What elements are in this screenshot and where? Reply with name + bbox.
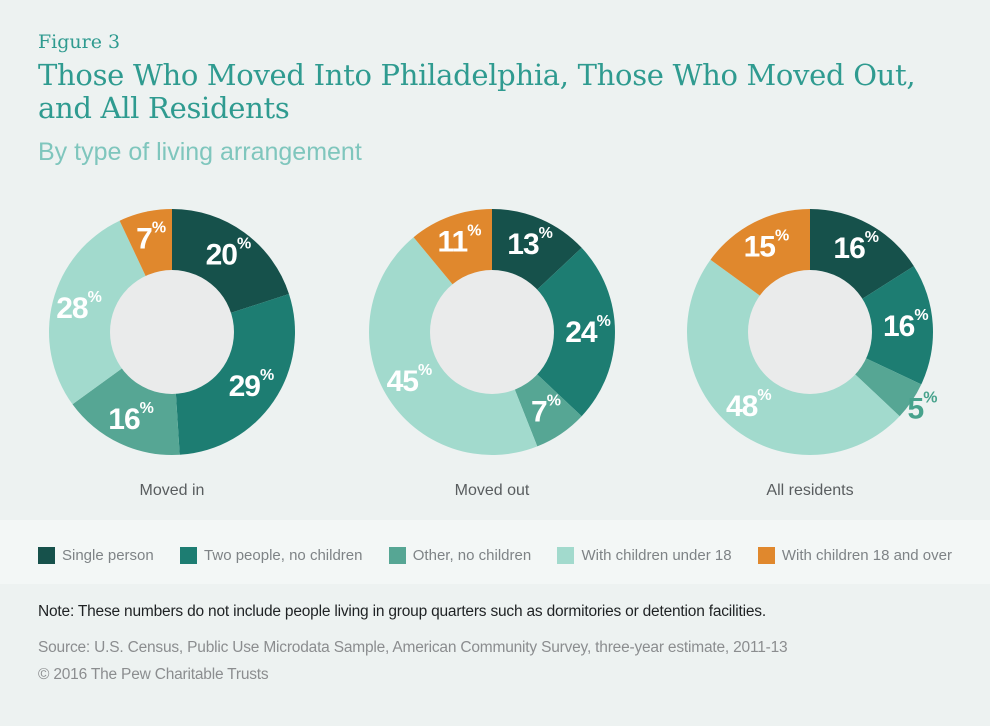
chart-caption-moved-out: Moved out	[454, 482, 530, 499]
figure-note: Note: These numbers do not include peopl…	[38, 603, 766, 620]
donut-percent-label: 5%	[908, 389, 938, 425]
donut-percent-label: 7%	[136, 219, 166, 255]
donut-svg: 16% 16% 5% 48% 15%	[686, 209, 938, 456]
donut-chart-all-residents: 16% 16% 5% 48% 15% All residents	[660, 182, 960, 499]
chart-caption-all-residents: All residents	[766, 482, 854, 499]
donut-moved-in-svg-host: 20% 29% 16% 28% 7%	[22, 182, 322, 482]
donut-percent-label: 15%	[744, 227, 790, 263]
donut-percent-label: 20%	[206, 235, 252, 271]
legend-label-two-people-no-children: Two people, no children	[204, 547, 363, 564]
donut-percent-label: 28%	[56, 289, 102, 325]
legend-label-other-no-children: Other, no children	[412, 547, 532, 564]
donut-percent-label: 16%	[833, 228, 879, 264]
legend-swatch-other-no-children	[388, 547, 406, 564]
donut-chart-moved-out: 13% 24% 7% 45% 11% Moved out	[342, 182, 642, 499]
donut-all-residents-svg-host: 16% 16% 5% 48% 15%	[660, 182, 960, 482]
legend-item-two-people-no-children: Two people, no children	[180, 547, 362, 564]
donut-percent-label: 16%	[883, 307, 929, 343]
donut-percent-label: 48%	[726, 387, 772, 423]
figure-subtitle: By type of living arrangement	[38, 138, 362, 166]
donut-svg: 20% 29% 16% 28% 7%	[49, 209, 296, 456]
chart-caption-moved-in: Moved in	[139, 482, 205, 499]
donut-percent-label: 7%	[531, 392, 561, 428]
legend-label-with-children-18-and-over: With children 18 and over	[781, 547, 952, 564]
legend-label-with-children-under-18: With children under 18	[581, 547, 732, 564]
donut-percent-label: 16%	[108, 399, 154, 435]
donut-chart-moved-in: 20% 29% 16% 28% 7% Moved in	[22, 182, 322, 499]
legend: Single person Two people, no children Ot…	[38, 547, 952, 564]
donut-hole	[430, 270, 554, 394]
donut-hole	[748, 270, 872, 394]
donut-percent-label: 11%	[438, 222, 482, 258]
legend-item-with-children-under-18: With children under 18	[557, 547, 732, 564]
figure-source: Source: U.S. Census, Public Use Microdat…	[38, 639, 788, 656]
donut-percent-label: 24%	[565, 313, 611, 349]
donut-moved-out-svg-host: 13% 24% 7% 45% 11%	[342, 182, 642, 482]
legend-swatch-single-person	[38, 547, 55, 564]
donut-svg: 13% 24% 7% 45% 11%	[369, 209, 615, 455]
legend-label-single-person: Single person	[62, 547, 154, 564]
donut-percent-label: 45%	[387, 361, 433, 397]
donut-hole	[110, 270, 234, 394]
legend-item-single-person: Single person	[38, 547, 154, 564]
legend-item-other-no-children: Other, no children	[388, 547, 532, 564]
legend-swatch-with-children-18-and-over	[757, 547, 775, 564]
donut-percent-label: 29%	[229, 367, 275, 403]
figure-copyright: © 2016 The Pew Charitable Trusts	[38, 666, 269, 683]
donut-percent-label: 13%	[507, 224, 553, 260]
donut-segment-with-children-under-18	[49, 220, 172, 405]
legend-item-with-children-18-and-over: With children 18 and over	[757, 547, 952, 564]
figure-title-line1: Those Who Moved Into Philadelphia, Those…	[38, 58, 916, 92]
figure-title: Those Who Moved Into Philadelphia, Those…	[38, 58, 916, 125]
figure-title-line2: and All Residents	[38, 91, 290, 125]
legend-swatch-with-children-under-18	[557, 547, 575, 564]
legend-background-band	[0, 520, 990, 584]
legend-swatch-two-people-no-children	[180, 547, 198, 564]
figure-label: Figure 3	[38, 31, 121, 53]
